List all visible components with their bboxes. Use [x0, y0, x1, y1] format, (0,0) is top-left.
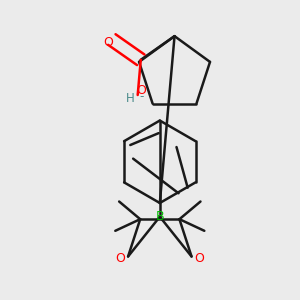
Text: O: O	[115, 252, 125, 265]
Text: O: O	[103, 36, 113, 49]
Text: O: O	[194, 252, 204, 265]
Text: B: B	[155, 210, 164, 223]
Text: H: H	[125, 92, 134, 105]
Text: -: -	[140, 91, 144, 103]
Text: O: O	[137, 84, 147, 97]
